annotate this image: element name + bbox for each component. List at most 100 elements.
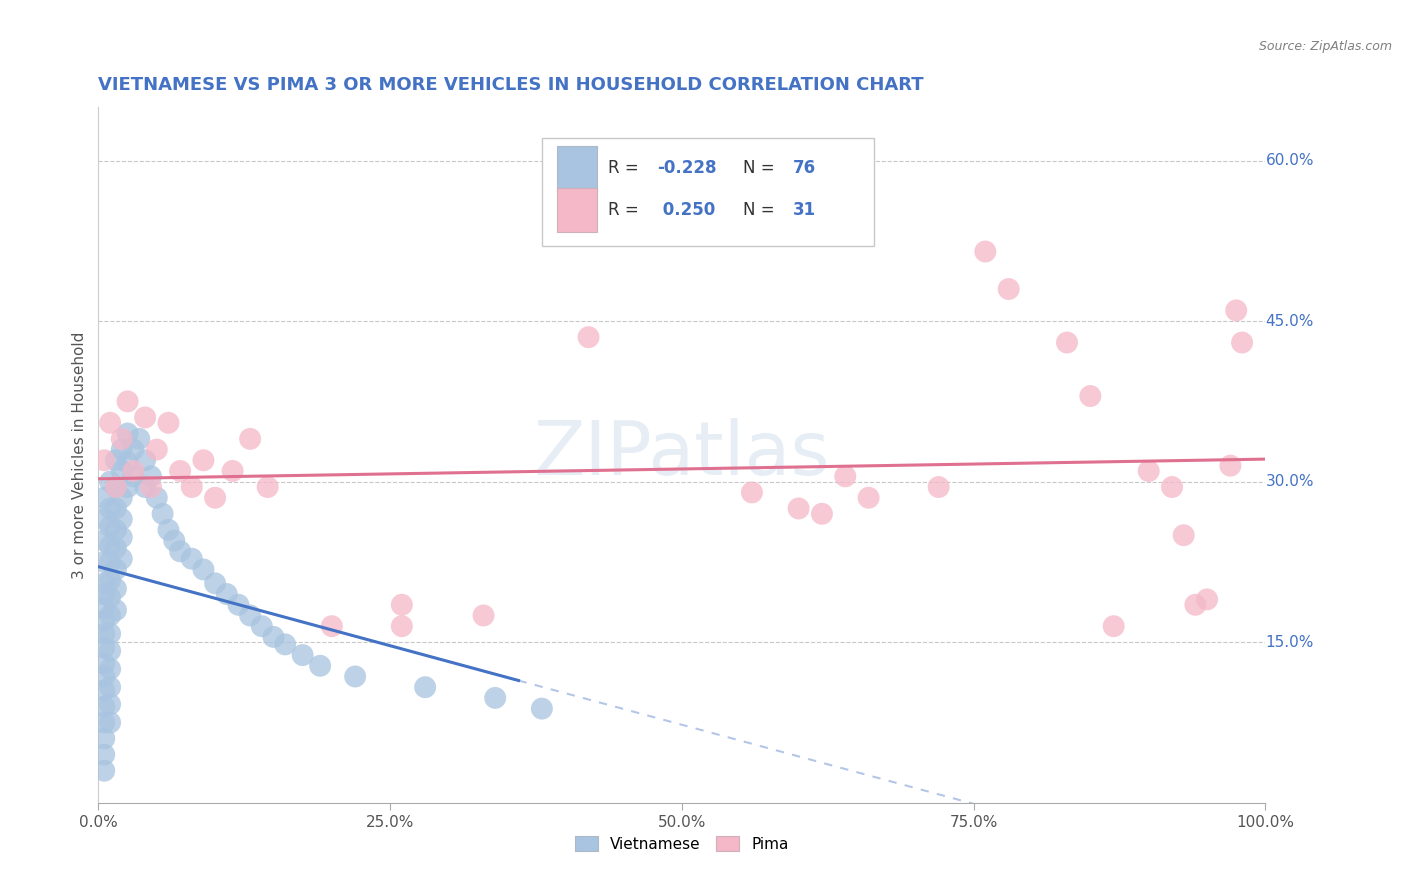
- Point: [928, 480, 950, 494]
- Point: [93, 715, 115, 730]
- Point: [98, 475, 121, 489]
- Point: [344, 669, 367, 683]
- Point: [146, 491, 169, 505]
- Point: [93, 764, 115, 778]
- Point: [98, 698, 121, 712]
- Point: [93, 453, 115, 467]
- Point: [104, 582, 127, 596]
- Text: 15.0%: 15.0%: [1265, 635, 1313, 649]
- Point: [146, 442, 169, 457]
- Point: [122, 442, 145, 457]
- Text: -0.228: -0.228: [658, 160, 717, 178]
- Point: [256, 480, 278, 494]
- Point: [93, 626, 115, 640]
- Point: [134, 410, 156, 425]
- Point: [180, 480, 202, 494]
- Point: [239, 608, 262, 623]
- Point: [93, 576, 115, 591]
- Point: [1195, 592, 1218, 607]
- Point: [93, 491, 115, 505]
- Point: [152, 507, 174, 521]
- Point: [93, 699, 115, 714]
- Point: [93, 512, 115, 526]
- Point: [134, 453, 156, 467]
- Point: [117, 480, 139, 494]
- Point: [139, 469, 162, 483]
- Point: [93, 601, 115, 615]
- Point: [98, 626, 121, 640]
- Point: [1102, 619, 1125, 633]
- Point: [1219, 458, 1241, 473]
- Text: N =: N =: [742, 201, 779, 219]
- Point: [93, 657, 115, 671]
- FancyBboxPatch shape: [557, 187, 596, 232]
- Text: 76: 76: [793, 160, 815, 178]
- Point: [104, 603, 127, 617]
- Point: [193, 562, 215, 576]
- Point: [93, 747, 115, 762]
- Point: [997, 282, 1019, 296]
- Point: [98, 591, 121, 605]
- Point: [741, 485, 763, 500]
- Point: [1080, 389, 1102, 403]
- Point: [413, 680, 436, 694]
- Point: [250, 619, 273, 633]
- Point: [262, 630, 284, 644]
- Point: [104, 480, 127, 494]
- Point: [104, 541, 127, 555]
- Point: [1173, 528, 1195, 542]
- Point: [169, 464, 191, 478]
- Point: [98, 715, 121, 730]
- Point: [93, 669, 115, 683]
- Point: [98, 539, 121, 553]
- Text: R =: R =: [609, 160, 644, 178]
- Point: [157, 523, 180, 537]
- Point: [117, 426, 139, 441]
- Point: [117, 394, 139, 409]
- Point: [472, 608, 495, 623]
- Point: [122, 464, 145, 478]
- Point: [93, 683, 115, 698]
- Point: [111, 464, 134, 478]
- Point: [157, 416, 180, 430]
- Point: [122, 469, 145, 483]
- Point: [169, 544, 191, 558]
- Point: [111, 442, 134, 457]
- Legend: Vietnamese, Pima: Vietnamese, Pima: [569, 830, 794, 858]
- Point: [193, 453, 215, 467]
- Point: [93, 533, 115, 548]
- Point: [134, 480, 156, 494]
- Text: 45.0%: 45.0%: [1265, 314, 1313, 328]
- Point: [1137, 464, 1160, 478]
- FancyBboxPatch shape: [541, 138, 875, 246]
- Point: [111, 512, 134, 526]
- Text: 30.0%: 30.0%: [1265, 475, 1313, 489]
- Point: [98, 573, 121, 587]
- Point: [204, 491, 226, 505]
- Text: 0.250: 0.250: [658, 201, 716, 219]
- Point: [239, 432, 262, 446]
- Text: N =: N =: [742, 160, 779, 178]
- Point: [180, 551, 202, 566]
- Text: Source: ZipAtlas.com: Source: ZipAtlas.com: [1258, 40, 1392, 54]
- Point: [104, 480, 127, 494]
- Point: [163, 533, 186, 548]
- Point: [858, 491, 880, 505]
- Point: [93, 555, 115, 569]
- Point: [98, 680, 121, 694]
- Point: [111, 432, 134, 446]
- Point: [104, 453, 127, 467]
- Point: [274, 637, 297, 651]
- Point: [104, 523, 127, 537]
- Point: [215, 587, 238, 601]
- Point: [93, 731, 115, 746]
- Point: [128, 432, 150, 446]
- Point: [104, 562, 127, 576]
- Point: [93, 614, 115, 628]
- Point: [484, 690, 506, 705]
- Point: [111, 491, 134, 505]
- Point: [93, 640, 115, 655]
- Point: [98, 416, 121, 430]
- Point: [139, 480, 162, 494]
- Point: [834, 469, 856, 483]
